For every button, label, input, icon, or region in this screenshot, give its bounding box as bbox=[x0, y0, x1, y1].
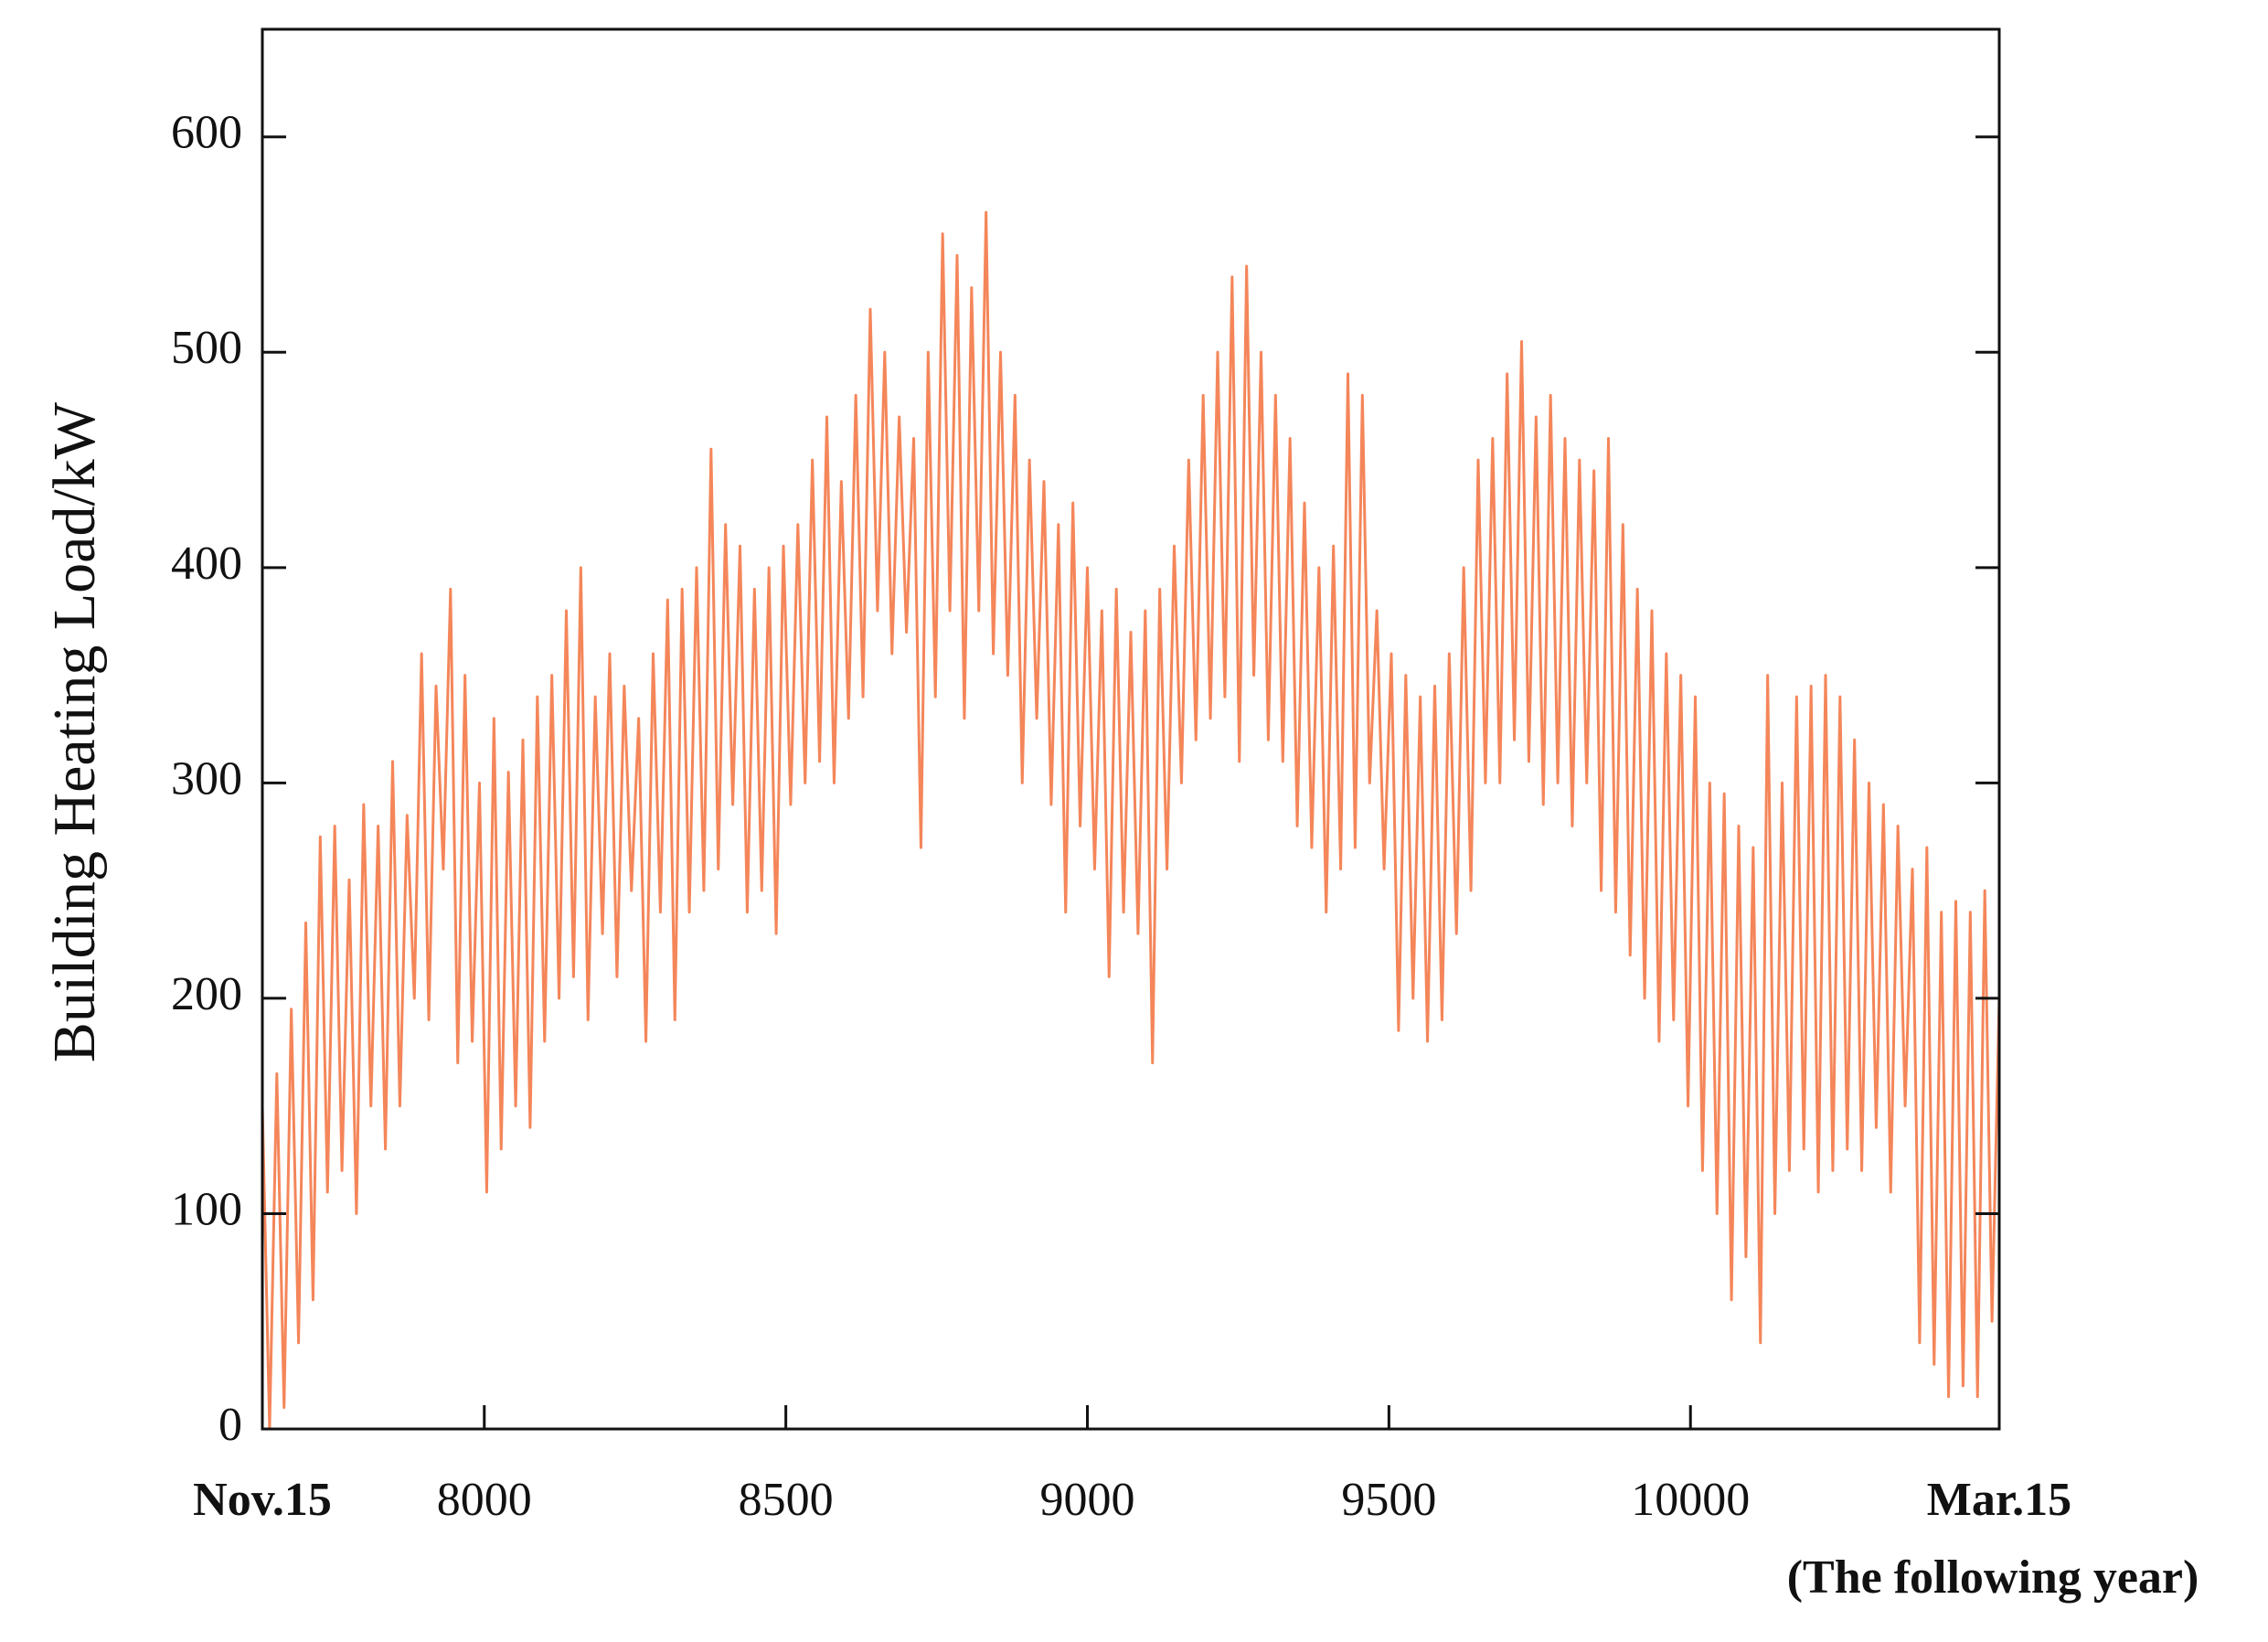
x-tick-label: Nov.15 bbox=[193, 1474, 332, 1526]
y-tick-label: 100 bbox=[171, 1183, 242, 1235]
x-axis-annotation: (The following year) bbox=[1787, 1551, 2199, 1604]
y-tick-label: 0 bbox=[218, 1399, 242, 1451]
y-tick-label: 300 bbox=[171, 752, 242, 805]
x-tick-label: 9500 bbox=[1341, 1474, 1436, 1526]
y-tick-label: 200 bbox=[171, 968, 242, 1020]
y-tick-label: 400 bbox=[171, 538, 242, 590]
x-tick-label: 8000 bbox=[437, 1474, 532, 1526]
data-line bbox=[261, 210, 2001, 1431]
y-tick-label: 600 bbox=[171, 107, 242, 159]
x-tick-label: 9000 bbox=[1040, 1474, 1135, 1526]
x-tick-label: Mar.15 bbox=[1927, 1474, 2071, 1526]
x-tick-label: 8500 bbox=[739, 1474, 834, 1526]
y-tick-label: 500 bbox=[171, 322, 242, 374]
plot-frame bbox=[261, 27, 2001, 1431]
x-tick-label: 10000 bbox=[1631, 1474, 1750, 1526]
y-axis-label: Building Heating Load/kW bbox=[41, 401, 108, 1062]
